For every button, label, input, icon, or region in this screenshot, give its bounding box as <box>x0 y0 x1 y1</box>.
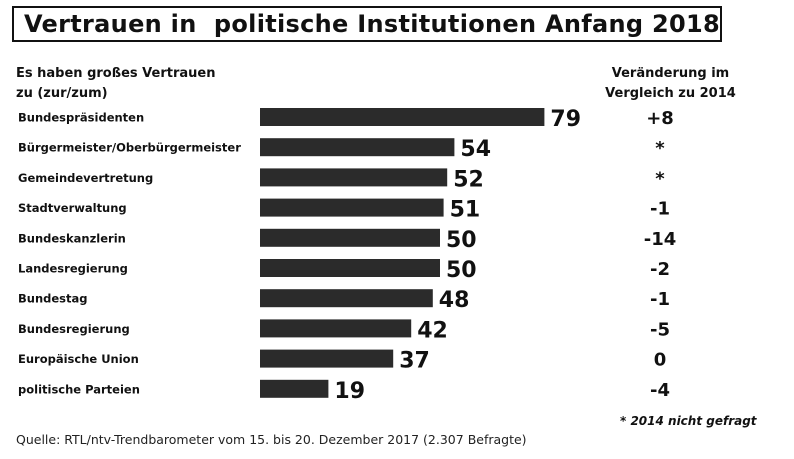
change-value: +8 <box>646 108 674 129</box>
chart-title: Vertrauen in politische Institutionen An… <box>12 6 722 42</box>
category-label: Europäische Union <box>18 352 139 366</box>
change-value: -1 <box>650 289 670 310</box>
value-label: 79 <box>550 107 581 132</box>
category-label: Bundesregierung <box>18 322 130 336</box>
value-label: 54 <box>460 137 491 162</box>
change-value: * <box>655 168 665 189</box>
bar <box>260 319 412 338</box>
change-value: -5 <box>650 319 670 340</box>
category-label: Landesregierung <box>18 262 128 276</box>
value-label: 51 <box>450 198 481 223</box>
value-label: 50 <box>446 258 477 283</box>
subtitle-line-1: Es haben großes Vertrauen <box>16 66 216 81</box>
bar <box>260 228 440 247</box>
category-label: Bundestag <box>18 292 88 306</box>
change-value: -4 <box>650 380 670 401</box>
value-label: 48 <box>439 288 470 313</box>
change-column-header: Veränderung im Vergleich zu 2014 <box>578 64 763 104</box>
footnote: * 2014 nicht gefragt <box>620 414 757 428</box>
change-value: -2 <box>650 259 670 280</box>
bar <box>260 108 545 126</box>
bar <box>260 138 455 157</box>
bar <box>260 289 433 308</box>
category-label: Bürgermeister/Oberbürgermeister <box>18 141 241 155</box>
change-header-line-2: Vergleich zu 2014 <box>605 86 736 101</box>
bar <box>260 168 448 187</box>
bar <box>260 198 444 217</box>
chart-subtitle: Es haben großes Vertrauen zu (zur/zum) <box>16 64 276 104</box>
bar <box>260 259 440 277</box>
change-value: -14 <box>644 229 677 250</box>
value-label: 42 <box>417 318 448 343</box>
value-label: 19 <box>334 379 365 404</box>
category-label: Gemeindevertretung <box>18 171 153 185</box>
change-value: * <box>655 138 665 159</box>
bar <box>260 379 329 398</box>
subtitle-line-2: zu (zur/zum) <box>16 86 108 101</box>
category-label: politische Parteien <box>18 382 140 396</box>
change-value: 0 <box>654 350 667 371</box>
category-label: Stadtverwaltung <box>18 201 127 215</box>
change-header-line-1: Veränderung im <box>611 66 730 81</box>
bar <box>260 349 394 368</box>
value-label: 37 <box>399 349 430 374</box>
source-note: Quelle: RTL/ntv-Trendbarometer vom 15. b… <box>16 432 527 447</box>
change-value: -1 <box>650 199 670 220</box>
value-label: 52 <box>453 167 484 192</box>
category-label: Bundespräsidenten <box>18 111 144 125</box>
category-label: Bundeskanzlerin <box>18 231 126 245</box>
value-label: 50 <box>446 228 477 253</box>
